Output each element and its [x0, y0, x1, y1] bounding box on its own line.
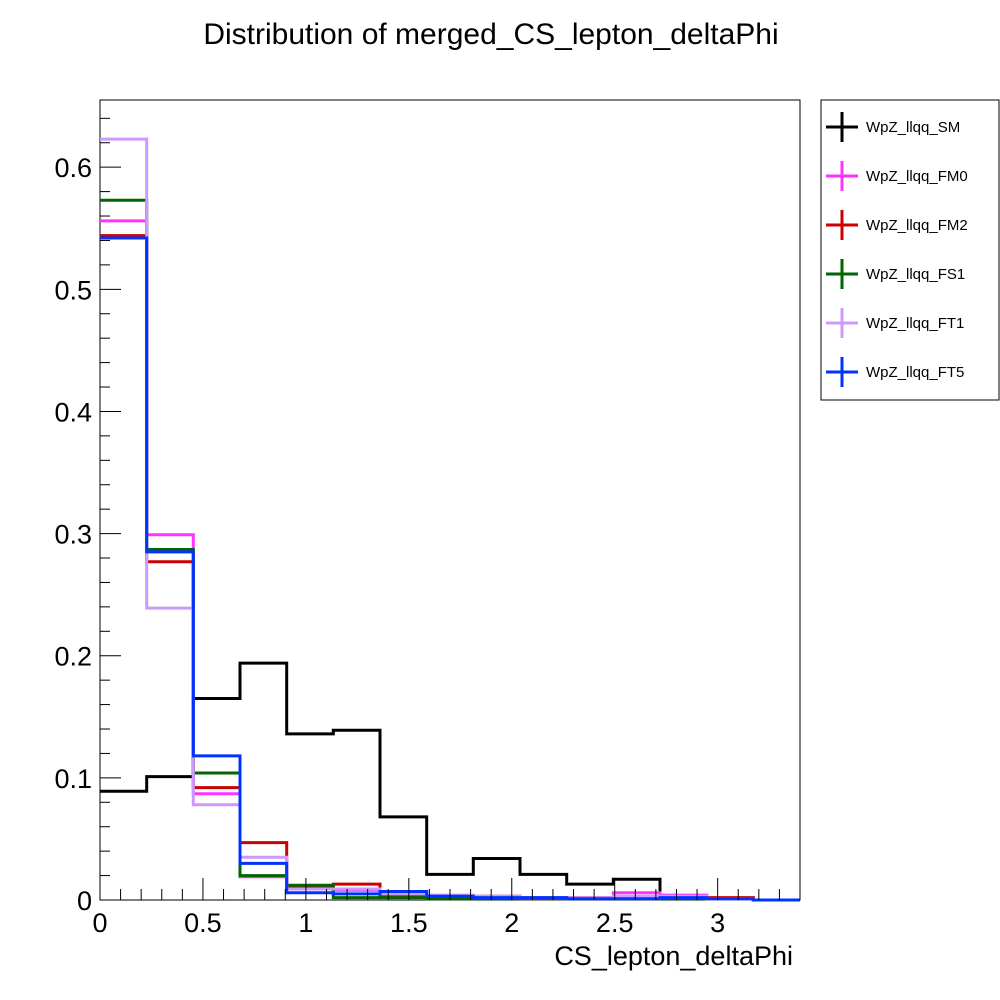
y-tick-label: 0.2 [54, 642, 92, 672]
legend-label: WpZ_llqq_FS1 [866, 266, 965, 283]
y-tick-label: 0.1 [54, 764, 92, 794]
y-tick-label: 0 [77, 886, 92, 916]
tick-layer: 0 0.5 1 1.5 2 2.5 3 0 0.1 0.2 0.3 0.4 0.5 0.6 [54, 117, 801, 938]
series-line-WpZ_llqq_SM [100, 661, 800, 902]
x-tick-label: 2.5 [596, 908, 634, 938]
legend-entry-WpZ_llqq_FM2: WpZ_llqq_FM2 [826, 210, 968, 240]
x-tick-label: 0.5 [184, 908, 222, 938]
legend-box [820, 99, 1000, 401]
legend-label: WpZ_llqq_FT1 [866, 315, 964, 332]
legend-entry-WpZ_llqq_SM: WpZ_llqq_SM [826, 112, 960, 142]
legend-entry-WpZ_llqq_FT5: WpZ_llqq_FT5 [826, 357, 964, 387]
series-layer [100, 137, 800, 902]
legend-label: WpZ_llqq_FM2 [866, 217, 968, 234]
legend-label: WpZ_llqq_FT5 [866, 364, 964, 381]
legend-label: WpZ_llqq_FM0 [866, 168, 968, 185]
legend-entry-WpZ_llqq_FM0: WpZ_llqq_FM0 [826, 161, 968, 191]
x-tick-label: 0 [92, 908, 107, 938]
series-line-WpZ_llqq_FM0 [100, 219, 800, 902]
y-tick-label: 0.3 [54, 520, 92, 550]
series-line-WpZ_llqq_FT5 [100, 236, 800, 902]
legend-label: WpZ_llqq_SM [866, 119, 960, 136]
legend: WpZ_llqq_SM WpZ_llqq_FM0 WpZ_llqq_FM2 WpZ_l… [826, 112, 968, 387]
x-tick-label: 2 [504, 908, 519, 938]
x-tick-label: 1 [298, 908, 313, 938]
legend-entry-WpZ_llqq_FT1: WpZ_llqq_FT1 [826, 308, 964, 338]
x-tick-label: 1.5 [390, 908, 428, 938]
legend-entry-WpZ_llqq_FS1: WpZ_llqq_FS1 [826, 259, 965, 289]
y-tick-label: 0.5 [54, 275, 92, 305]
y-tick-label: 0.4 [54, 397, 92, 427]
y-tick-label: 0.6 [54, 153, 92, 183]
series-line-WpZ_llqq_FT1 [100, 137, 800, 902]
chart-title: Distribution of merged_CS_lepton_deltaPh… [203, 18, 778, 51]
x-tick-label: 3 [710, 908, 725, 938]
series-line-WpZ_llqq_FM2 [100, 234, 800, 902]
x-axis-label: CS_lepton_deltaPhi [554, 941, 793, 971]
plot-frame [99, 99, 801, 901]
